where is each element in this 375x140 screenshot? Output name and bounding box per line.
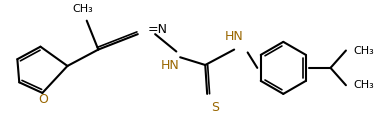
Text: S: S xyxy=(211,101,219,114)
Text: =N: =N xyxy=(147,23,167,36)
Text: CH₃: CH₃ xyxy=(354,46,374,56)
Text: CH₃: CH₃ xyxy=(354,80,374,90)
Text: HN: HN xyxy=(225,30,243,43)
Text: HN: HN xyxy=(161,59,180,72)
Text: CH₃: CH₃ xyxy=(72,4,93,14)
Text: O: O xyxy=(38,93,48,106)
